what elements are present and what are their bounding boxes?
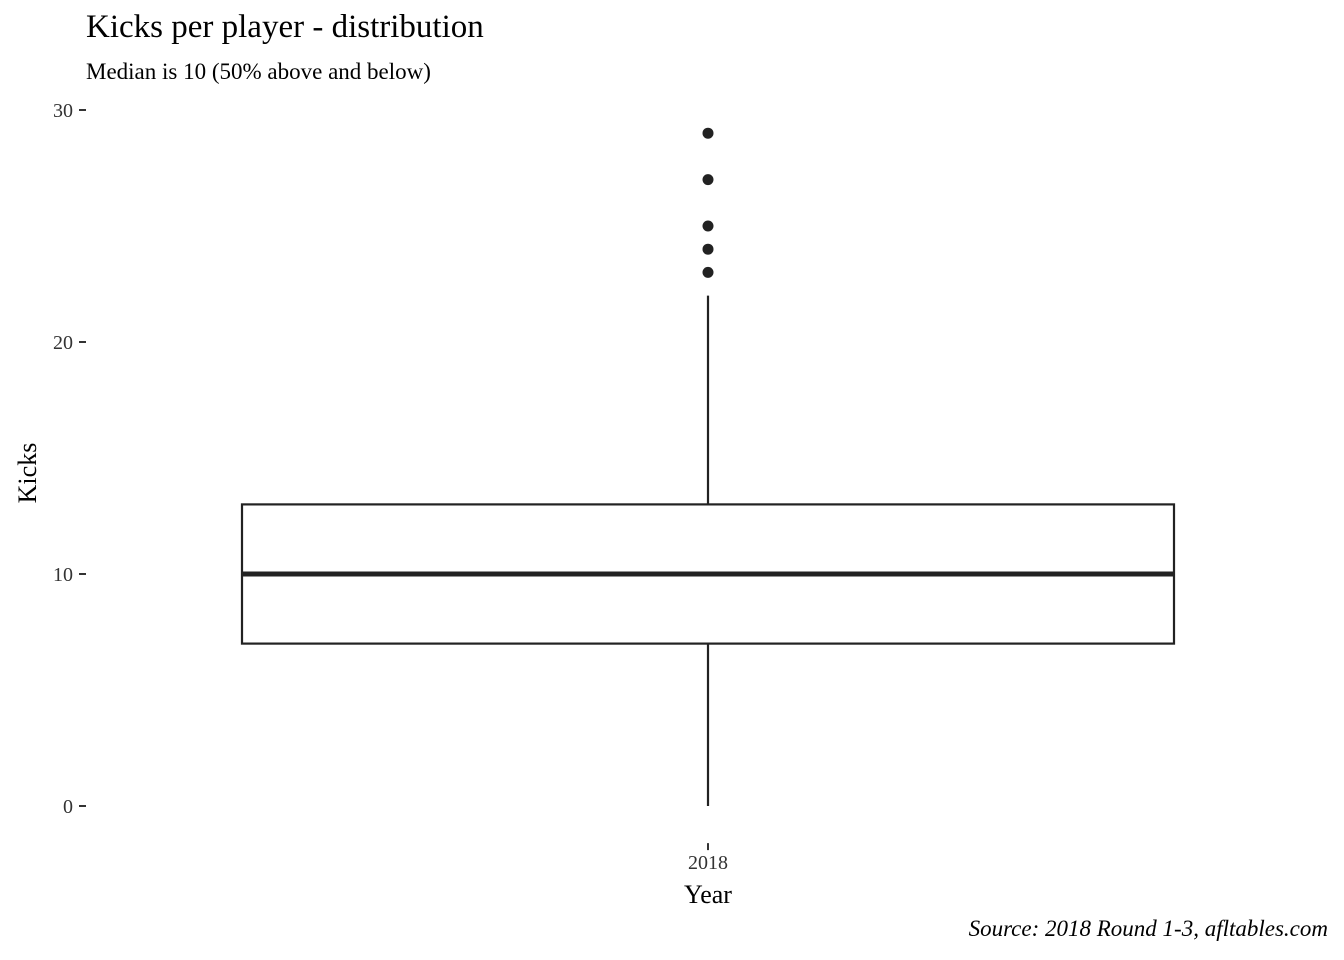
chart-title: Kicks per player - distribution <box>86 9 484 45</box>
outlier-point <box>702 174 714 186</box>
chart-subtitle: Median is 10 (50% above and below) <box>86 59 431 84</box>
y-tick-label: 30 <box>53 100 73 122</box>
chart-caption: Source: 2018 Round 1-3, afltables.com <box>969 916 1328 941</box>
y-tick-label: 0 <box>63 796 73 818</box>
x-axis-title: Year <box>684 880 732 909</box>
outlier-point <box>702 243 714 255</box>
outlier-point <box>702 220 714 232</box>
x-axis: 2018 <box>688 843 728 874</box>
y-tick-label: 20 <box>53 332 73 354</box>
x-tick-label: 2018 <box>688 852 728 874</box>
y-axis-title: Kicks <box>13 443 42 504</box>
y-axis: 0 10 20 30 <box>53 100 86 818</box>
plot-area <box>240 127 1176 806</box>
outlier-point <box>702 127 714 139</box>
y-tick-label: 10 <box>53 564 73 586</box>
outlier-point <box>702 266 714 278</box>
